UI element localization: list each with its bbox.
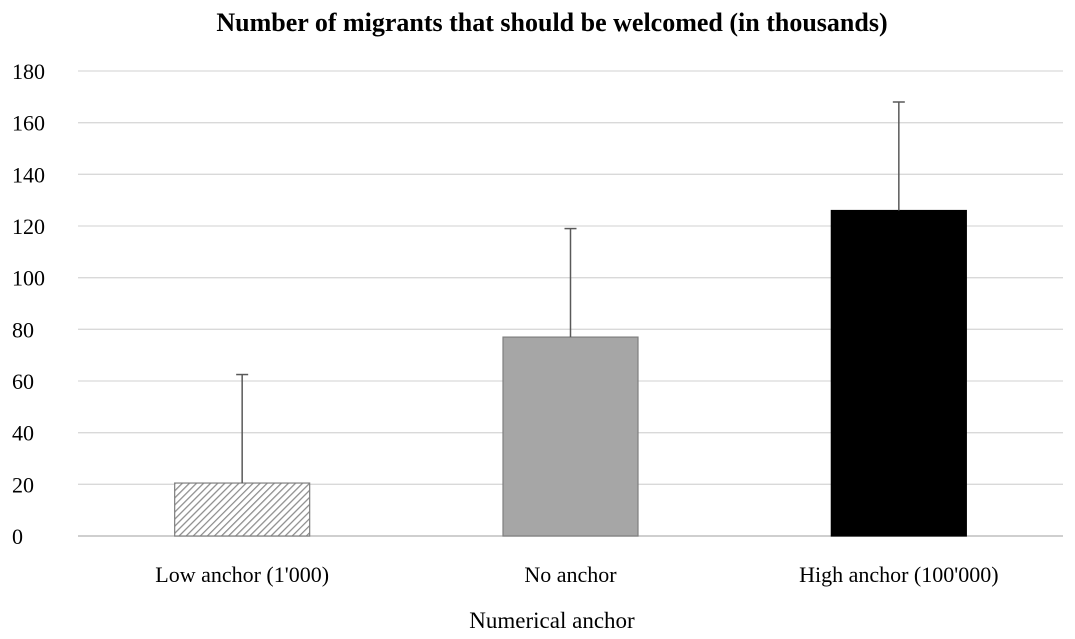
chart-title: Number of migrants that should be welcom… (216, 8, 887, 37)
x-tick-label: No anchor (524, 562, 617, 587)
bars (174, 209, 967, 537)
x-tick-label: Low anchor (1'000) (155, 562, 329, 587)
x-axis-label: Numerical anchor (469, 608, 635, 633)
y-tick-label: 180 (12, 59, 45, 84)
x-axis-ticks: Low anchor (1'000) No anchor High anchor (… (155, 562, 998, 587)
bar (830, 209, 967, 537)
y-tick-label: 0 (12, 524, 23, 549)
y-tick-label: 80 (12, 317, 34, 342)
y-axis-ticks: 0 20 40 60 80 100 120 140 160 180 (12, 59, 45, 549)
y-tick-label: 60 (12, 369, 34, 394)
y-tick-label: 120 (12, 214, 45, 239)
y-tick-label: 20 (12, 472, 34, 497)
y-tick-label: 160 (12, 111, 45, 136)
error-bars (236, 101, 905, 484)
x-tick-label: High anchor (100'000) (799, 562, 998, 587)
bar (502, 336, 639, 537)
y-tick-label: 140 (12, 162, 45, 187)
y-tick-label: 40 (12, 421, 34, 446)
y-tick-label: 100 (12, 266, 45, 291)
bar (174, 482, 311, 537)
